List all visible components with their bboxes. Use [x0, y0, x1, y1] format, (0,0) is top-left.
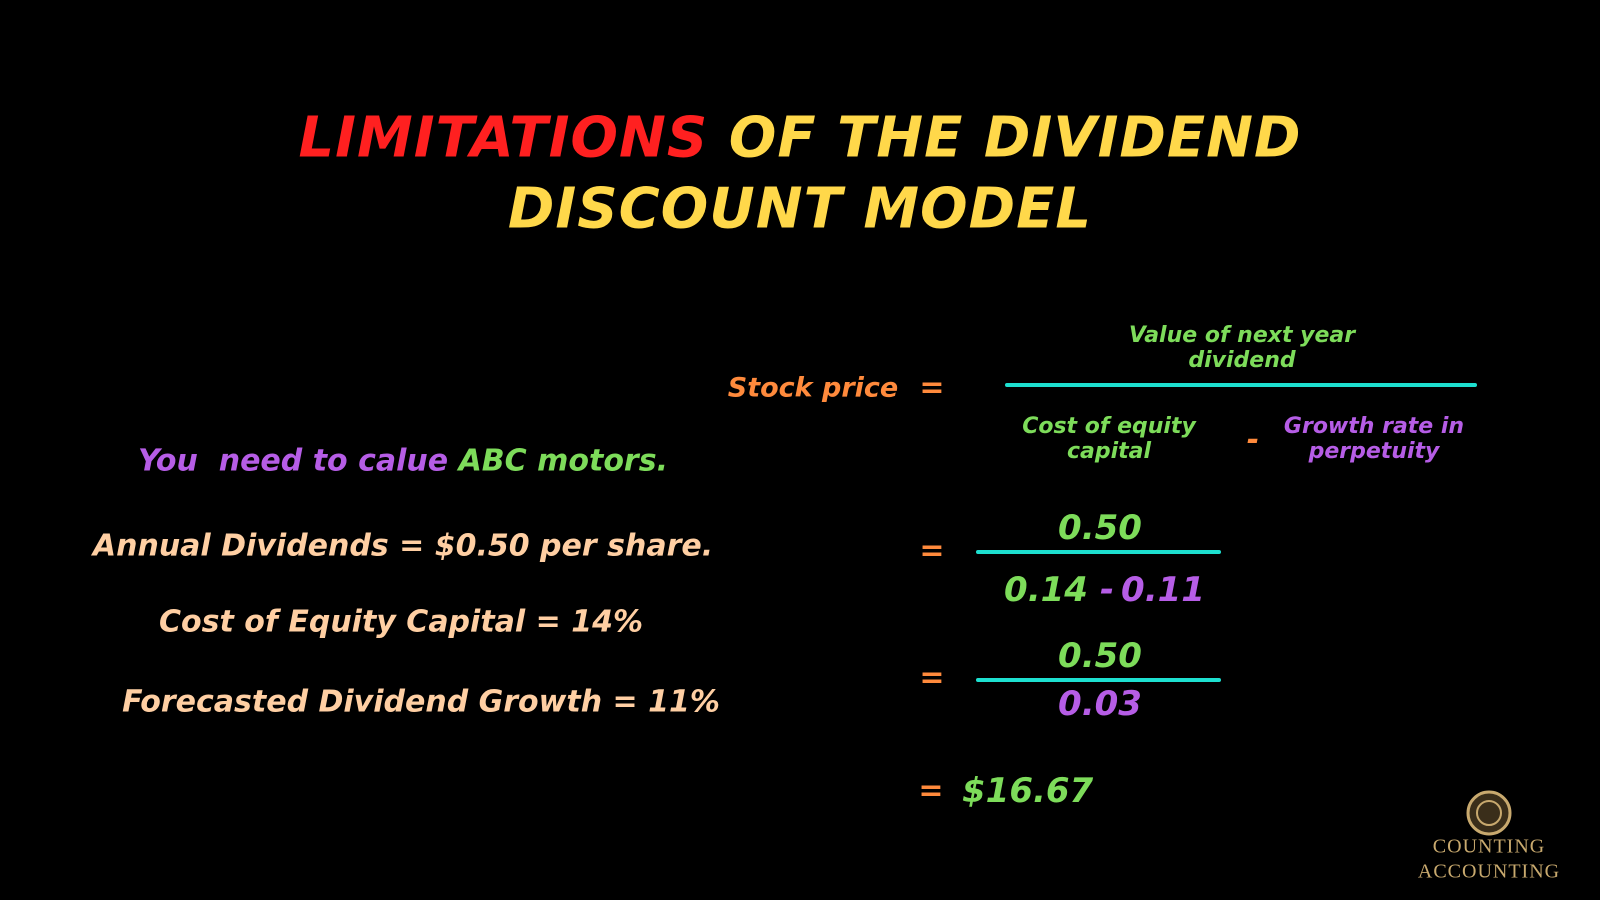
formula-numerator: Value of next year dividend [1128, 323, 1356, 373]
given-line: Cost of Equity Capital = 14% [158, 604, 644, 640]
fraction-bar [976, 678, 1221, 682]
title-highlight: LIMITATIONS [298, 105, 709, 171]
title-text: OF THE DIVIDEND [728, 105, 1302, 171]
intro-end: ABC motors. [458, 443, 668, 479]
minus: - [1099, 570, 1115, 610]
fraction-bar [976, 550, 1221, 554]
result-value: $16.67 [962, 771, 1094, 811]
title-line-2: DISCOUNT MODEL [507, 176, 1093, 242]
step-growth: 0.11 [1121, 570, 1205, 610]
logo-text: COUNTING [1432, 835, 1546, 858]
equals: = [919, 533, 945, 569]
equals: = [918, 773, 944, 809]
equals: = [919, 370, 945, 406]
formula-denominator-right: Growth rate in perpetuity [1283, 414, 1465, 464]
given-line: Forecasted Dividend Growth = 11% [122, 684, 720, 720]
step-denominator: 0.03 [1058, 684, 1142, 724]
fraction-bar [1005, 383, 1477, 387]
intro: You need to calue ABC motors. [138, 444, 668, 479]
step-cost: 0.14 [1004, 570, 1088, 610]
title-line-1: LIMITATIONS OF THE DIVIDEND [298, 106, 1301, 171]
given-line: Annual Dividends = $0.50 per share. [92, 528, 714, 564]
logo-text: ACCOUNTING [1417, 860, 1561, 883]
logo-emblem [1466, 790, 1512, 836]
step-numerator: 0.50 [1058, 508, 1142, 548]
formula-label: Stock price [727, 372, 899, 404]
step-numerator: 0.50 [1058, 636, 1142, 676]
formula-denominator-left: Cost of equity capital [1022, 414, 1196, 464]
intro-start: You need to calue [138, 443, 449, 479]
minus: - [1246, 422, 1260, 458]
equals: = [919, 660, 945, 696]
